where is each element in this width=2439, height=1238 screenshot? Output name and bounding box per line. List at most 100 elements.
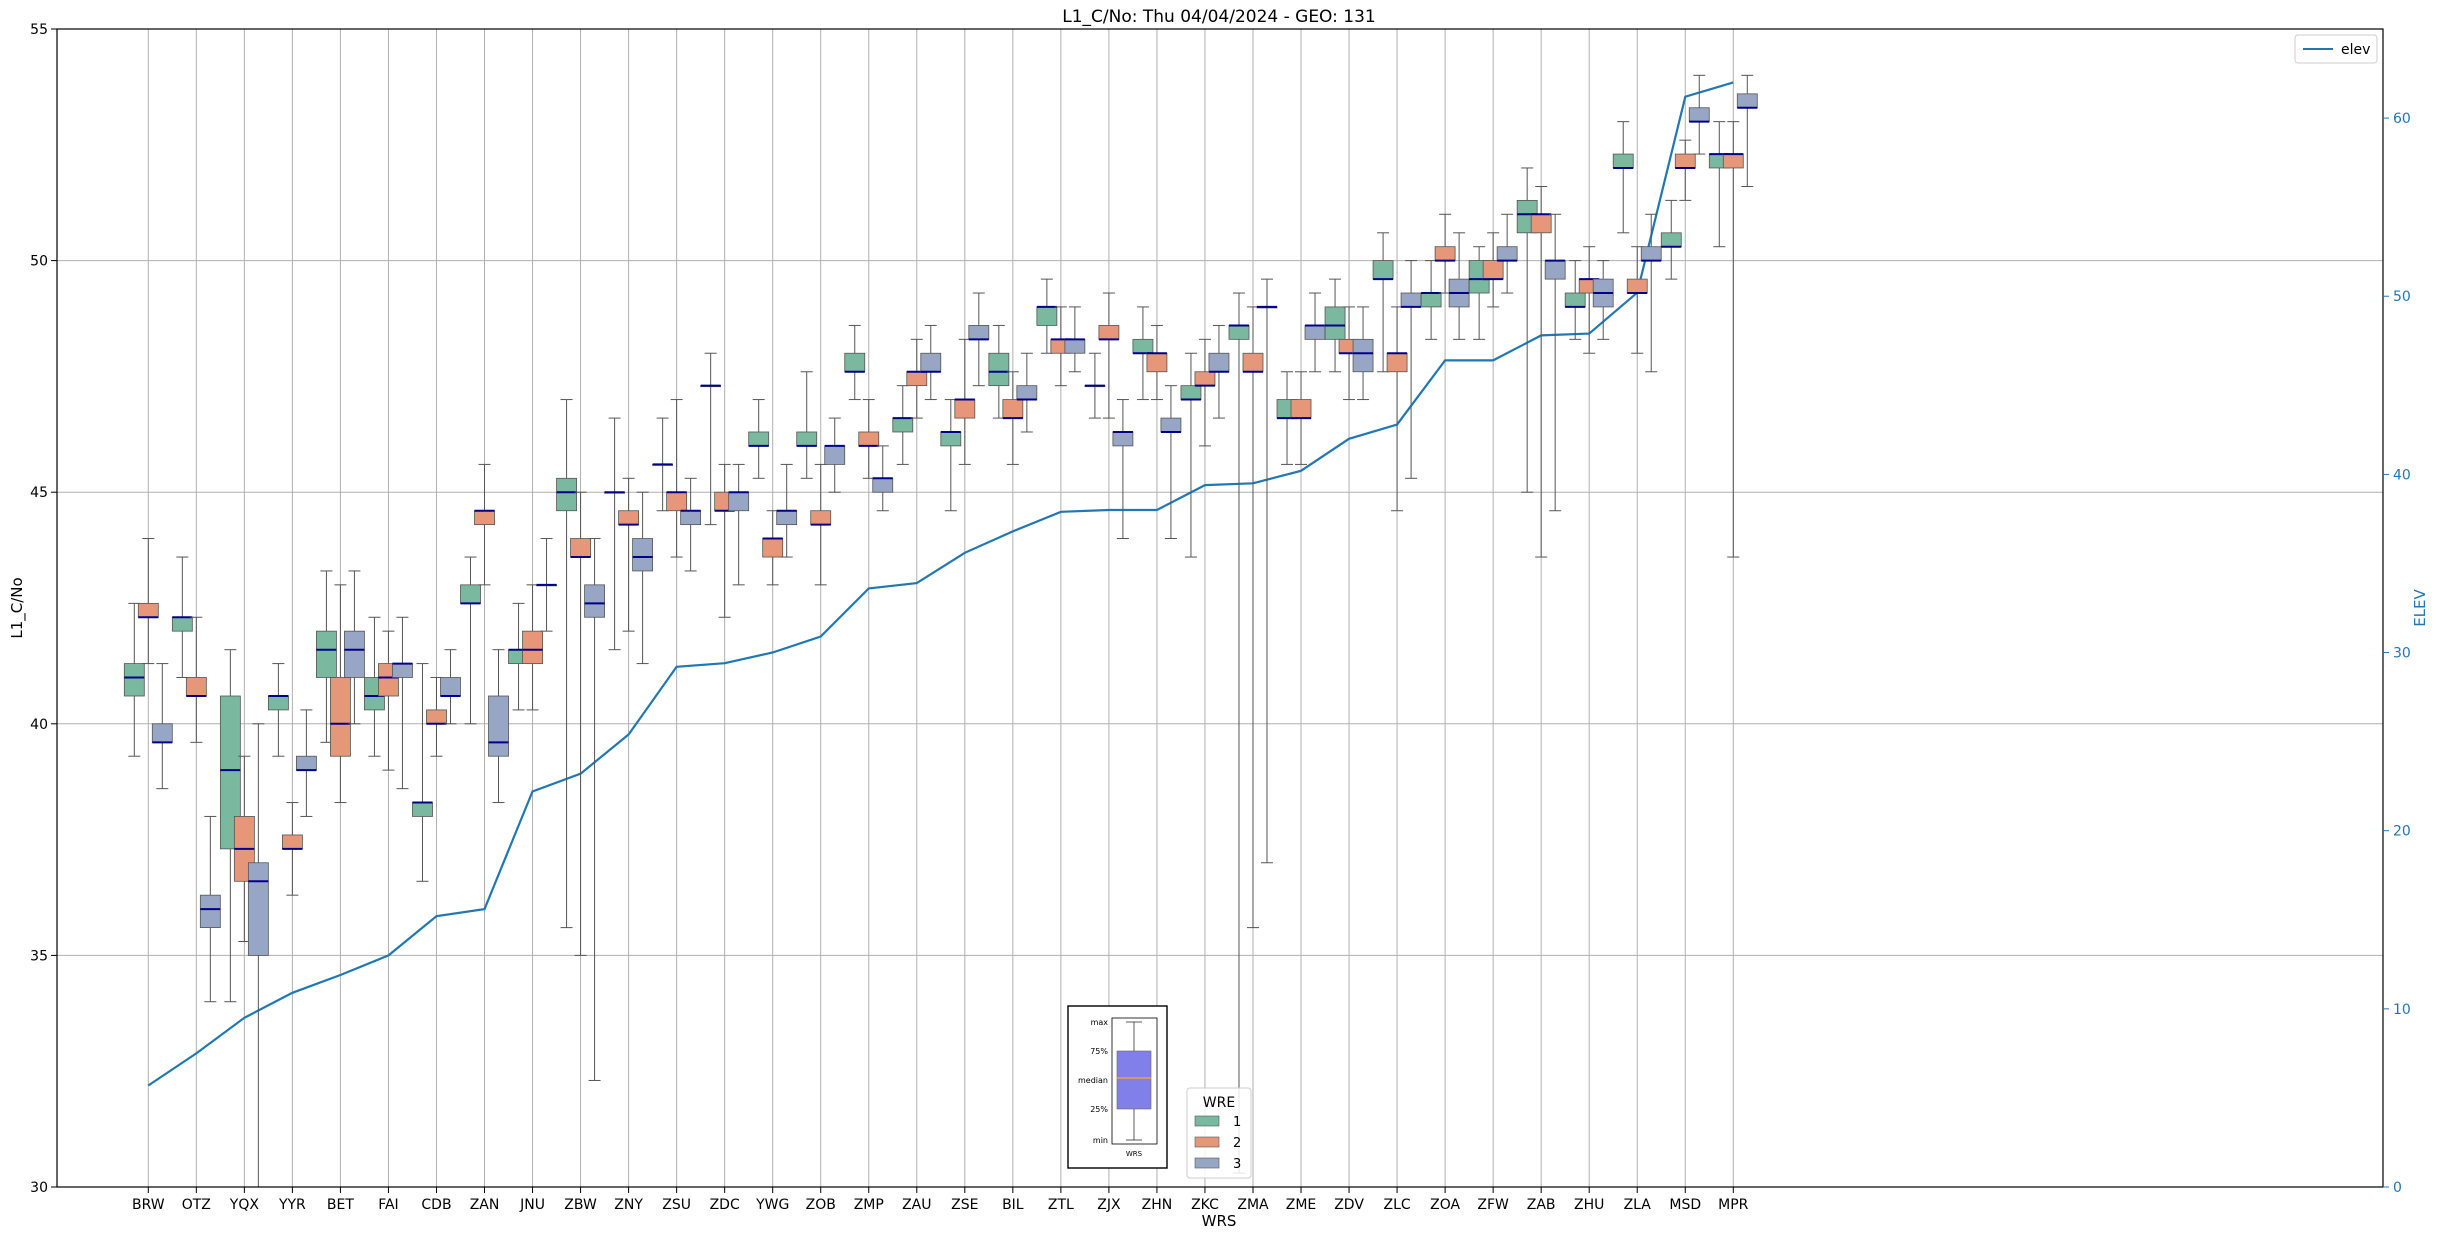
box-ZSU-wre2: [666, 399, 688, 558]
wre-legend-swatch-1: [1194, 1115, 1220, 1127]
x-tick-label: YWG: [755, 1197, 789, 1213]
y-axis-ticks: 30 35 40 45 50 55: [30, 22, 57, 1196]
x-axis-label: WRS: [1202, 1212, 1237, 1230]
box-body: [1242, 352, 1264, 373]
key-label-median: median: [1078, 1076, 1108, 1085]
box-body: [666, 491, 688, 512]
box-body: [426, 709, 447, 725]
box-body: [858, 431, 880, 447]
box-ZAU-wre2: [906, 338, 928, 419]
x-tick-label: MSD: [1669, 1197, 1701, 1213]
box-body: [330, 677, 351, 757]
box-ZAN-wre3: [488, 649, 509, 804]
box-key-inset: max 75% median 25% min WRS: [1067, 1005, 1168, 1169]
x-tick-label: ZKC: [1191, 1197, 1219, 1213]
box-BIL-wre1: [988, 324, 1010, 419]
x-tick-label: ZOA: [1430, 1197, 1460, 1213]
y-tick-label: 45: [30, 485, 48, 501]
x-tick-label: ZNY: [614, 1197, 643, 1213]
x-tick-label: ZMP: [854, 1197, 884, 1213]
box-body: [460, 584, 481, 604]
box-OTZ-wre2: [185, 616, 207, 743]
box-body: [440, 677, 461, 697]
box-ZOB-wre3: [824, 417, 846, 493]
x-tick-label: YQX: [229, 1197, 260, 1213]
box-body: [1064, 338, 1086, 354]
box-ZAN-wre2: [474, 463, 495, 586]
box-ZLC-wre1: [1372, 232, 1394, 373]
box-ZHU-wre3: [1592, 260, 1614, 340]
box-YYR-wre2: [281, 802, 303, 896]
box-YQX-wre3: [247, 723, 269, 1188]
box-layer: [123, 74, 1758, 1188]
box-CDB-wre1: [412, 663, 433, 882]
box-body: [1434, 246, 1456, 261]
box-body: [137, 602, 159, 618]
wre-legend-label-1: 1: [1233, 1115, 1241, 1130]
box-body: [1722, 153, 1744, 169]
y2-tick-label: 40: [2393, 467, 2411, 483]
box-MPR-wre2: [1722, 121, 1744, 558]
box-ZFW-wre3: [1496, 213, 1518, 294]
box-body: [1626, 278, 1648, 294]
y2-tick-label: 0: [2393, 1180, 2402, 1196]
box-body: [1290, 399, 1312, 419]
box-ZKC-wre1: [1180, 352, 1202, 558]
box-body: [872, 477, 894, 493]
box-ZJX-wre3: [1112, 399, 1134, 540]
box-body: [824, 445, 846, 465]
box-body: [920, 352, 942, 373]
box-BET-wre1: [316, 570, 337, 743]
box-body: [618, 510, 639, 526]
box-ZSE-wre3: [968, 292, 990, 387]
box-BRW-wre2: [137, 538, 159, 665]
box-body: [1564, 292, 1586, 308]
box-ZNY-wre1: [604, 417, 625, 651]
box-body: [1640, 246, 1662, 261]
box-ZDC-wre2: [714, 463, 736, 618]
box-ZAU-wre3: [920, 324, 942, 401]
x-tick-label: MPR: [1718, 1197, 1749, 1213]
chart-title: L1_C/No: Thu 04/04/2024 - GEO: 131: [1062, 7, 1375, 27]
box-body: [151, 723, 173, 743]
box-body: [392, 663, 413, 678]
box-ZLC-wre2: [1386, 306, 1408, 512]
y2-tick-label: 10: [2393, 1002, 2411, 1018]
y-tick-label: 40: [30, 717, 48, 733]
box-FAI-wre1: [364, 616, 385, 757]
box-ZBW-wre1: [556, 399, 577, 929]
box-BIL-wre2: [1002, 371, 1024, 465]
box-body: [267, 695, 289, 711]
wre-legend: WRE 1 2 3: [1186, 1087, 1252, 1179]
wre-legend-title: WRE: [1203, 1095, 1235, 1111]
box-body: [1228, 325, 1250, 340]
box-ZBW-wre3: [584, 538, 605, 1081]
box-ZHN-wre3: [1160, 385, 1182, 540]
box-ZMP-wre3: [872, 445, 894, 512]
box-ZSE-wre1: [940, 399, 962, 512]
box-ZSU-wre3: [680, 477, 702, 572]
box-body: [474, 510, 495, 526]
box-body: [1132, 338, 1154, 354]
y2-tick-label: 30: [2393, 646, 2411, 662]
box-body: [776, 510, 798, 526]
box-body: [1180, 385, 1202, 400]
box-ZOA-wre1: [1420, 260, 1442, 340]
box-body: [1002, 399, 1024, 419]
box-body: [556, 477, 577, 512]
box-BIL-wre3: [1016, 352, 1038, 433]
box-body: [1612, 153, 1634, 169]
box-ZMP-wre2: [858, 399, 880, 479]
box-body: [988, 352, 1010, 387]
x-tick-label: ZME: [1286, 1197, 1317, 1213]
box-ZLC-wre3: [1400, 260, 1422, 479]
box-ZAB-wre3: [1544, 213, 1566, 512]
box-OTZ-wre1: [171, 556, 193, 678]
box-MPR-wre3: [1736, 74, 1758, 187]
box-body: [412, 802, 433, 817]
x-tick-label: ZFW: [1477, 1197, 1509, 1213]
box-ZME-wre3: [1304, 292, 1326, 373]
x-tick-label: ZSU: [662, 1197, 691, 1213]
box-body: [1194, 371, 1216, 387]
box-JNU-wre3: [536, 538, 557, 632]
